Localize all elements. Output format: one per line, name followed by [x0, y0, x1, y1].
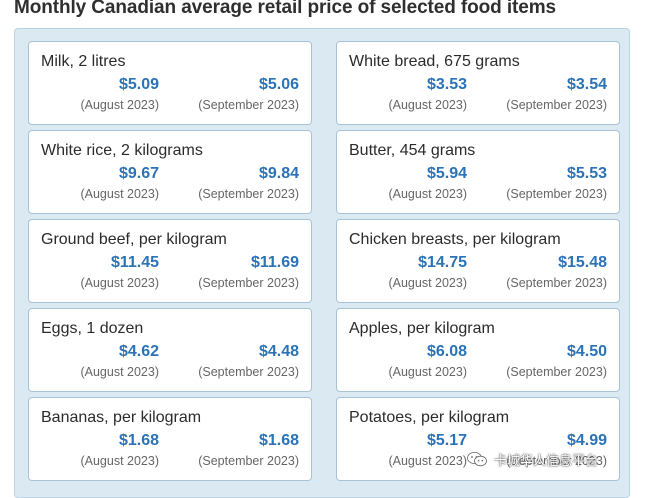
item-name: White rice, 2 kilograms [41, 142, 203, 159]
august-price: $11.45 [110, 254, 159, 271]
september-price: $1.68 [258, 432, 299, 449]
price-card-chicken-breasts: Chicken breasts, per kilogram $14.75 $15… [336, 219, 620, 303]
august-price: $1.68 [118, 432, 159, 449]
august-label: (August 2023) [80, 454, 159, 468]
item-name: Milk, 2 litres [41, 53, 126, 70]
august-price: $3.53 [426, 76, 467, 93]
august-label: (August 2023) [80, 365, 159, 379]
item-name: Potatoes, per kilogram [349, 409, 510, 426]
august-price: $5.17 [426, 432, 467, 449]
august-label: (August 2023) [388, 98, 467, 112]
august-price: $9.67 [118, 165, 159, 182]
price-card-milk: Milk, 2 litres $5.09 $5.06 (August 2023)… [28, 41, 312, 125]
september-label: (September 2023) [198, 276, 299, 290]
september-label: (September 2023) [506, 276, 607, 290]
item-name: Bananas, per kilogram [41, 409, 202, 426]
item-name: Chicken breasts, per kilogram [349, 231, 561, 248]
september-label: (September 2023) [506, 365, 607, 379]
wechat-icon [467, 452, 487, 467]
watermark-text: 卡城华人信息平台 [494, 452, 599, 468]
august-label: (August 2023) [388, 365, 467, 379]
september-price: $4.48 [258, 343, 299, 360]
price-card-bananas: Bananas, per kilogram $1.68 $1.68 (Augus… [28, 397, 312, 481]
price-panel: Milk, 2 litres $5.09 $5.06 (August 2023)… [14, 28, 630, 498]
price-card-white-rice: White rice, 2 kilograms $9.67 $9.84 (Aug… [28, 130, 312, 214]
page-title: Monthly Canadian average retail price of… [14, 0, 556, 18]
august-label: (August 2023) [388, 276, 467, 290]
september-price: $4.99 [566, 432, 607, 449]
september-price: $5.53 [566, 165, 607, 182]
august-label: (August 2023) [388, 454, 467, 468]
price-card-apples: Apples, per kilogram $6.08 $4.50 (August… [336, 308, 620, 392]
item-name: Ground beef, per kilogram [41, 231, 227, 248]
september-label: (September 2023) [198, 187, 299, 201]
august-label: (August 2023) [80, 276, 159, 290]
september-label: (September 2023) [506, 98, 607, 112]
september-price: $5.06 [258, 76, 299, 93]
item-name: White bread, 675 grams [349, 53, 520, 70]
item-name: Eggs, 1 dozen [41, 320, 144, 337]
august-price: $6.08 [426, 343, 467, 360]
august-price: $4.62 [118, 343, 159, 360]
august-price: $14.75 [418, 254, 467, 271]
item-name: Butter, 454 grams [349, 142, 476, 159]
august-label: (August 2023) [80, 187, 159, 201]
august-price: $5.94 [426, 165, 467, 182]
september-label: (September 2023) [506, 454, 607, 468]
september-label: (September 2023) [198, 365, 299, 379]
september-price: $9.84 [258, 165, 299, 182]
september-label: (September 2023) [198, 98, 299, 112]
september-label: (September 2023) [506, 187, 607, 201]
price-card-eggs: Eggs, 1 dozen $4.62 $4.48 (August 2023) … [28, 308, 312, 392]
september-label: (September 2023) [198, 454, 299, 468]
price-card-ground-beef: Ground beef, per kilogram $11.45 $11.69 … [28, 219, 312, 303]
item-name: Apples, per kilogram [349, 320, 495, 337]
september-price: $11.69 [250, 254, 299, 271]
august-label: (August 2023) [388, 187, 467, 201]
september-price: $4.50 [566, 343, 607, 360]
august-price: $5.09 [118, 76, 159, 93]
watermark: 卡城华人信息平台 [466, 448, 598, 470]
august-label: (August 2023) [80, 98, 159, 112]
september-price: $3.54 [566, 76, 607, 93]
september-price: $15.48 [558, 254, 607, 271]
price-card-white-bread: White bread, 675 grams $3.53 $3.54 (Augu… [336, 41, 620, 125]
price-card-potatoes: Potatoes, per kilogram $5.17 $4.99 (Augu… [336, 397, 620, 481]
price-card-butter: Butter, 454 grams $5.94 $5.53 (August 20… [336, 130, 620, 214]
